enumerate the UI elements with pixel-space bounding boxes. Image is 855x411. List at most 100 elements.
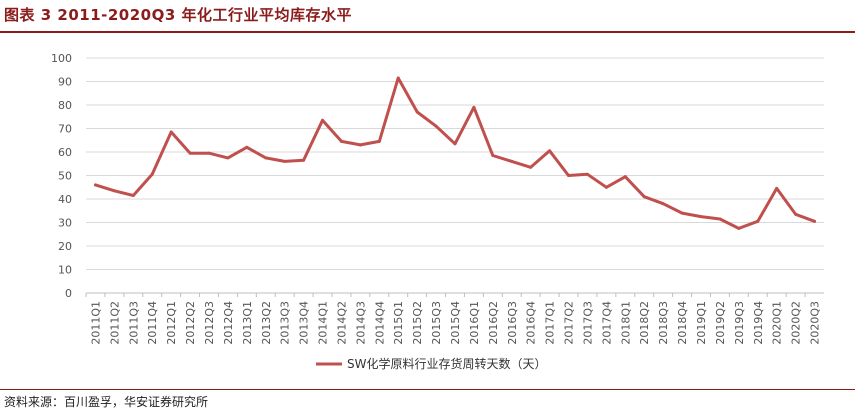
x-tick-label: 2012Q1 (165, 301, 178, 345)
data-point (415, 110, 419, 114)
data-point (548, 149, 552, 153)
y-tick-label: 100 (51, 52, 72, 65)
data-point (585, 172, 589, 176)
x-tick-label: 2014Q1 (317, 301, 330, 345)
data-point (699, 215, 703, 219)
legend: SW化学原料行业存货周转天数（天） (316, 356, 546, 371)
x-tick-label: 2013Q2 (260, 301, 273, 345)
data-point (491, 154, 495, 158)
title-divider (0, 31, 855, 33)
data-point (510, 159, 514, 163)
x-tick-label: 2014Q4 (373, 301, 386, 345)
x-tick-label: 2011Q4 (146, 301, 159, 345)
x-tick-label: 2016Q4 (525, 301, 538, 345)
footer-divider (0, 389, 855, 390)
y-tick-label: 0 (65, 287, 72, 300)
x-tick-label: 2020Q2 (790, 301, 803, 345)
y-tick-label: 20 (58, 240, 72, 253)
data-point (169, 130, 173, 134)
data-point (283, 159, 287, 163)
x-tick-label: 2014Q2 (335, 301, 348, 345)
y-tick-label: 90 (58, 76, 72, 89)
data-point (567, 174, 571, 177)
y-tick-label: 70 (58, 123, 72, 136)
y-tick-label: 80 (58, 99, 72, 112)
y-axis-ticks: 0 10 20 30 40 50 60 70 80 90 100 (51, 52, 72, 300)
data-point (756, 219, 760, 223)
data-point (661, 202, 665, 206)
series-line (94, 76, 816, 230)
x-tick-label: 2019Q2 (714, 301, 727, 345)
x-tick-label: 2015Q2 (411, 301, 424, 345)
data-point (775, 186, 779, 190)
data-point (642, 195, 646, 199)
y-tick-label: 60 (58, 146, 72, 159)
x-tick-label: 2018Q3 (657, 301, 670, 345)
data-point (302, 158, 306, 162)
x-tick-label: 2017Q3 (581, 301, 594, 345)
data-point (131, 193, 135, 197)
data-point (472, 105, 476, 109)
x-tick-label: 2012Q3 (203, 301, 216, 345)
x-tick-label: 2011Q1 (89, 301, 102, 345)
legend-label: SW化学原料行业存货周转天数（天） (347, 356, 546, 371)
data-point (188, 151, 192, 155)
x-tick-label: 2019Q1 (695, 301, 708, 345)
x-axis-ticks: 2011Q1 2011Q2 2011Q3 2011Q4 2012Q1 2012Q2 2012… (85, 293, 822, 345)
x-tick-label: 2014Q3 (354, 301, 367, 345)
data-point (358, 143, 362, 147)
x-tick-label: 2013Q3 (279, 301, 292, 345)
y-tick-label: 30 (58, 217, 72, 230)
data-point (207, 151, 211, 155)
chart-title: 图表 3 2011-2020Q3 年化工行业平均库存水平 (4, 6, 353, 24)
data-point (718, 217, 722, 221)
data-point (529, 165, 533, 169)
data-point (321, 118, 325, 122)
y-tick-label: 50 (58, 170, 72, 183)
data-point (794, 212, 798, 216)
data-point (264, 156, 268, 160)
data-point (377, 139, 381, 143)
x-tick-label: 2016Q1 (468, 301, 481, 345)
data-point (339, 139, 343, 143)
x-tick-label: 2020Q1 (771, 301, 784, 345)
data-point (434, 124, 438, 128)
gridlines (86, 57, 824, 294)
data-point (680, 211, 684, 215)
x-tick-label: 2015Q4 (449, 301, 462, 345)
data-point (737, 226, 741, 230)
data-point (150, 172, 154, 176)
x-tick-label: 2016Q2 (487, 301, 500, 345)
source-note: 资料来源：百川盈孚，华安证券研究所 (4, 395, 209, 409)
data-point (112, 189, 116, 193)
y-tick-label: 40 (58, 193, 72, 206)
data-point (226, 156, 230, 160)
data-point (245, 145, 249, 149)
x-tick-label: 2016Q3 (506, 301, 519, 345)
x-tick-label: 2020Q3 (809, 301, 822, 345)
x-tick-label: 2015Q3 (430, 301, 443, 345)
x-tick-label: 2017Q2 (563, 301, 576, 345)
x-tick-label: 2012Q4 (222, 301, 235, 345)
x-tick-label: 2017Q4 (600, 301, 613, 345)
x-tick-label: 2018Q1 (619, 301, 632, 345)
data-point (604, 185, 608, 189)
x-tick-label: 2011Q3 (127, 301, 140, 345)
x-tick-label: 2013Q4 (298, 301, 311, 345)
data-point (813, 219, 817, 223)
data-point (453, 142, 457, 146)
x-tick-label: 2015Q1 (392, 301, 405, 345)
data-point (623, 175, 627, 179)
data-point (396, 76, 400, 80)
x-tick-label: 2012Q2 (184, 301, 197, 345)
x-tick-label: 2013Q1 (241, 301, 254, 345)
series-points (93, 76, 817, 230)
x-tick-label: 2011Q2 (108, 301, 121, 345)
x-tick-label: 2019Q4 (752, 301, 765, 345)
x-tick-label: 2018Q2 (638, 301, 651, 345)
y-tick-label: 10 (58, 264, 72, 277)
x-tick-label: 2019Q3 (733, 301, 746, 345)
x-tick-label: 2017Q1 (544, 301, 557, 345)
data-point (93, 183, 97, 187)
